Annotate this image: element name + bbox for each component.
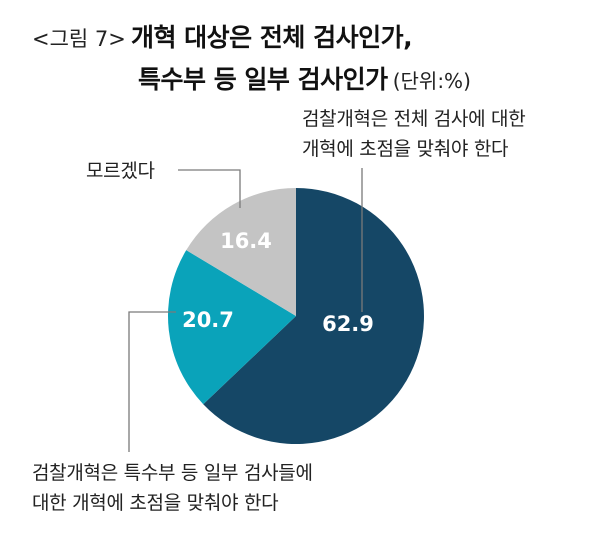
leader-line-dont-know xyxy=(178,169,241,208)
pie-slice-all-prosecutors xyxy=(203,188,424,444)
label-line: 검찰개혁은 특수부 등 일부 검사들에 xyxy=(32,462,313,484)
pie-slice-dont-know xyxy=(186,188,296,316)
legend-label-all-prosecutors: 검찰개혁은 전체 검사에 대한 개혁에 초점을 맞춰야 한다 xyxy=(302,104,526,164)
title-line-1: <그림 7> 개혁 대상은 전체 검사인가, xyxy=(32,18,413,54)
value-label-all-prosecutors: 62.9 xyxy=(322,312,374,336)
label-line: 검찰개혁은 전체 검사에 대한 xyxy=(302,108,526,130)
legend-label-special-division: 검찰개혁은 특수부 등 일부 검사들에 대한 개혁에 초점을 맞춰야 한다 xyxy=(32,458,313,518)
leader-lines xyxy=(128,168,363,452)
unit-label: (단위:%) xyxy=(392,69,471,93)
title-text-2: 특수부 등 일부 검사인가 xyxy=(138,65,388,94)
title-text-1: 개혁 대상은 전체 검사인가, xyxy=(130,23,413,52)
label-line: 대한 개혁에 초점을 맞춰야 한다 xyxy=(32,492,279,514)
value-label-dont-know: 16.4 xyxy=(220,229,272,253)
value-label-special-division: 20.7 xyxy=(182,308,234,332)
label-line: 모르겠다 xyxy=(86,160,155,182)
pie-slice-special-division xyxy=(167,250,296,405)
value-labels: 62.9 20.7 16.4 xyxy=(182,229,374,336)
figure-label: <그림 7> xyxy=(32,27,126,51)
legend-label-dont-know: 모르겠다 xyxy=(86,156,155,186)
label-line: 개혁에 초점을 맞춰야 한다 xyxy=(302,138,509,160)
pie-slices xyxy=(167,188,424,444)
leader-line-special-division xyxy=(128,311,176,452)
title-line-2: 특수부 등 일부 검사인가 (단위:%) xyxy=(138,60,471,96)
